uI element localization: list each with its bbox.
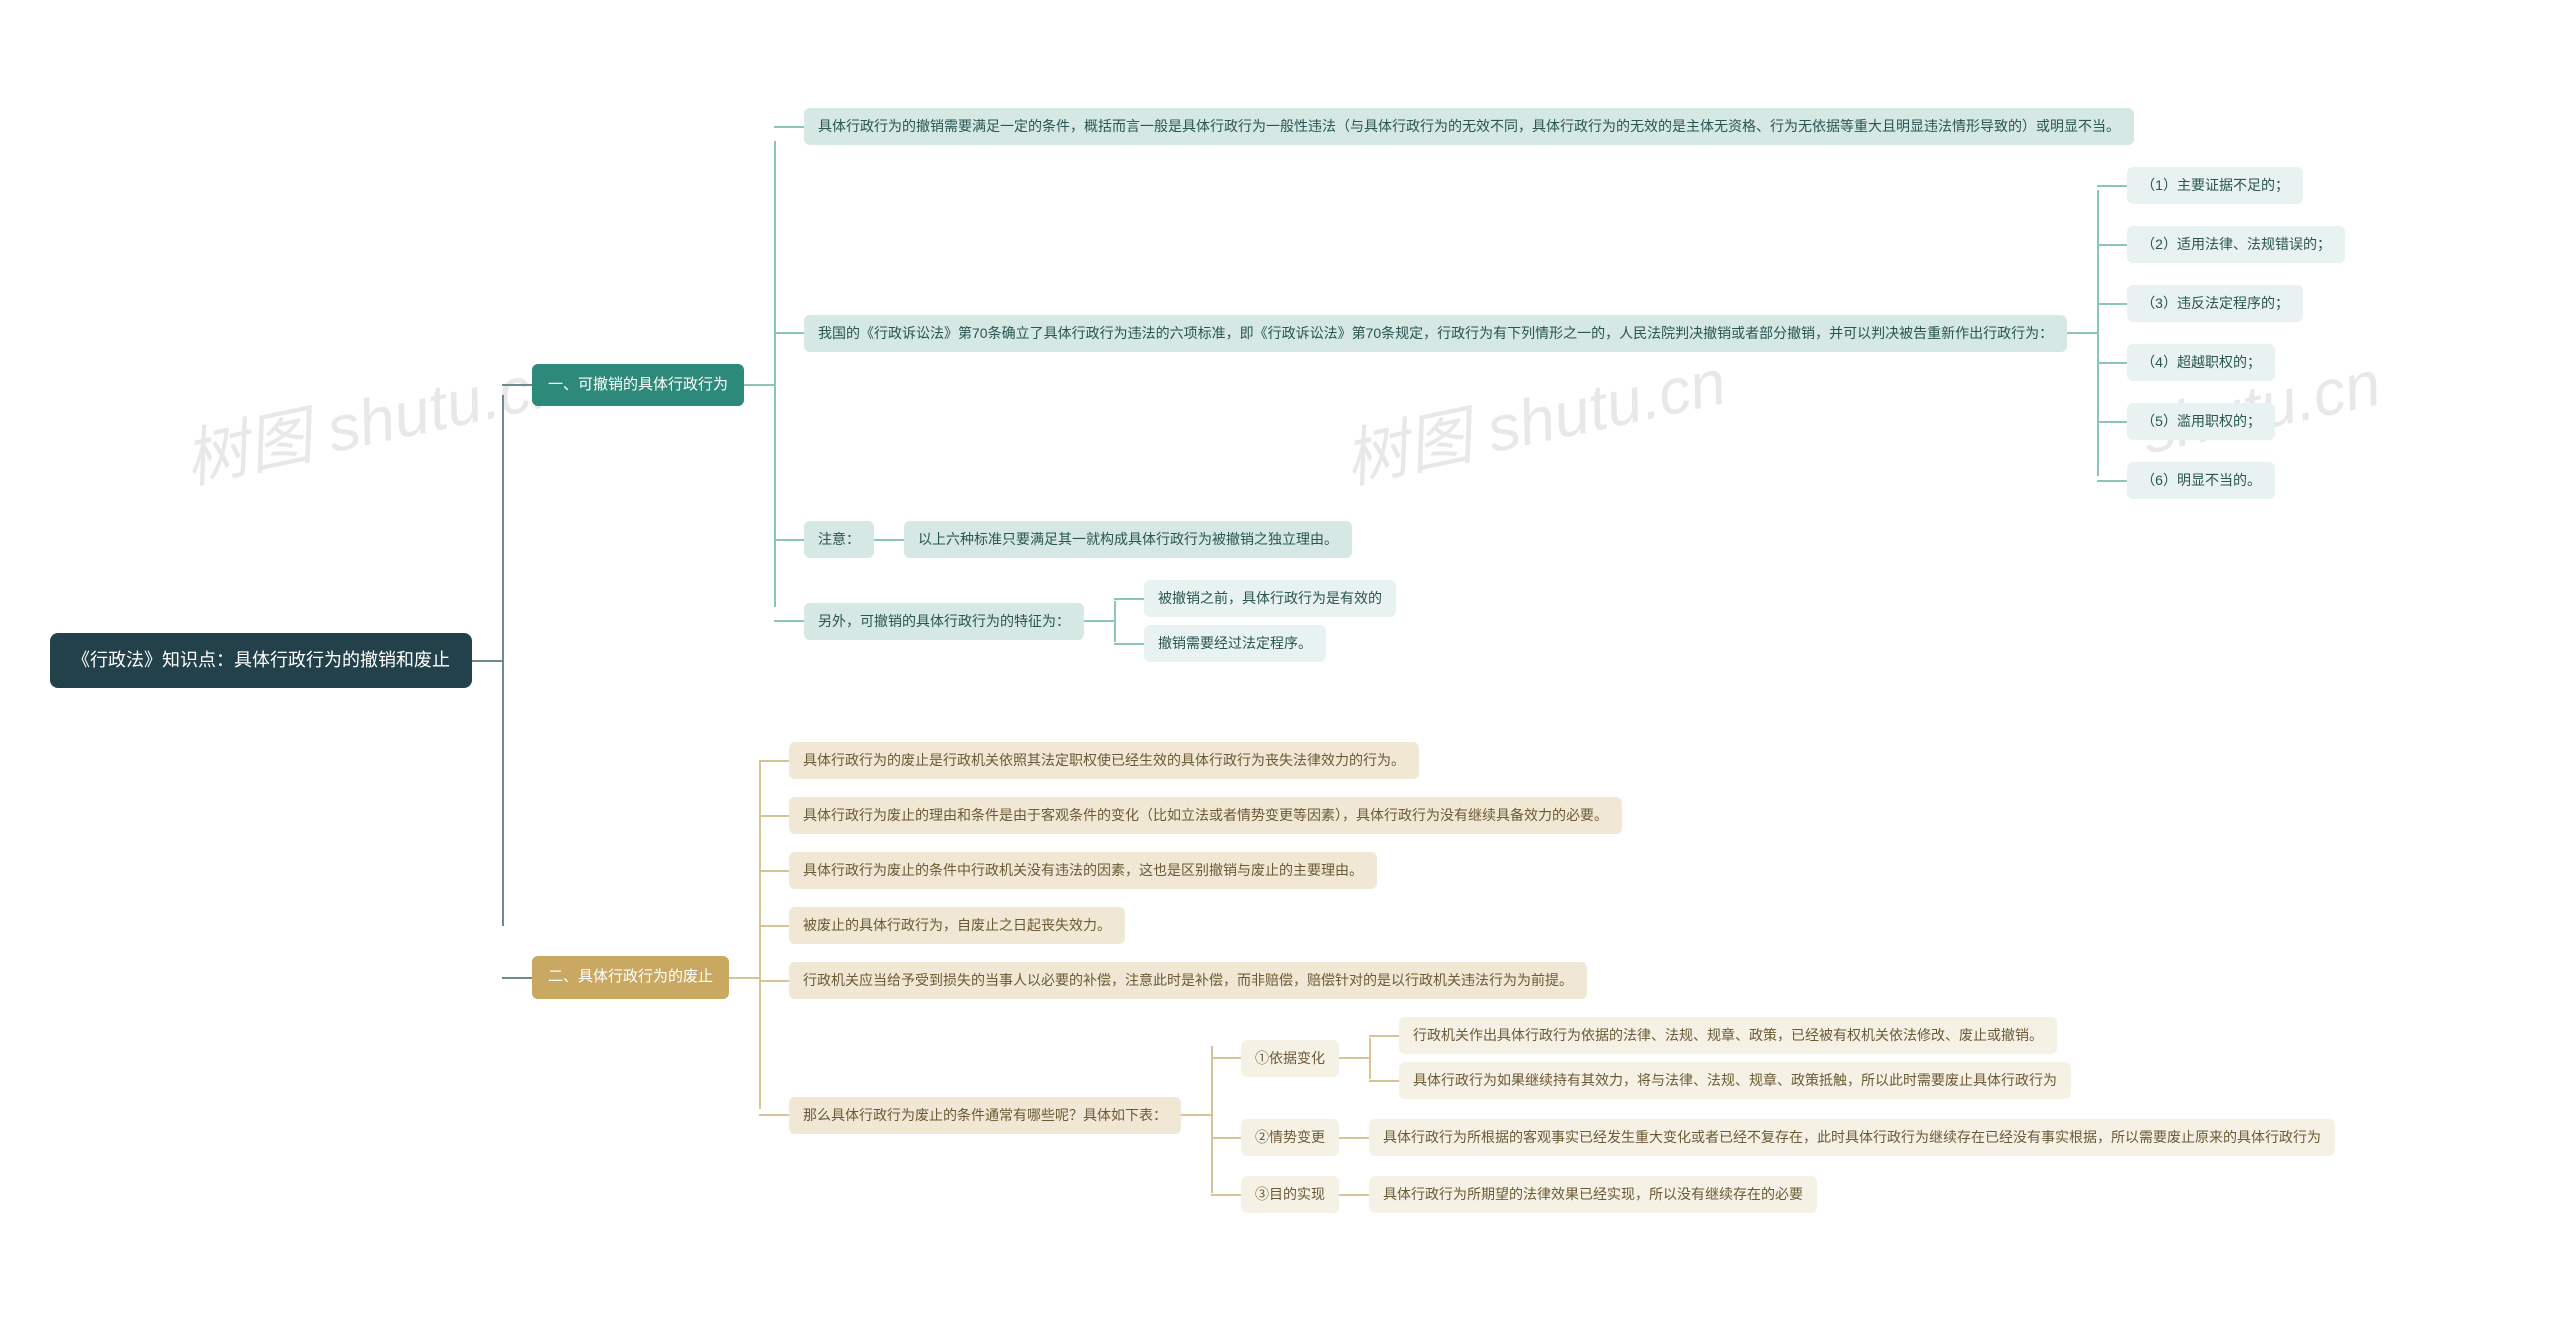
b2-6-c2: ②情势变更 具体行政行为所根据的客观事实已经发生重大变化或者已经不复存在，此时具… <box>1241 1119 2335 1156</box>
root-bracket: 一、可撤销的具体行政行为 具体行政行为的撤销需要满足一定的条件，概括而言一般是具… <box>502 108 2345 1213</box>
b1-item-2: 我国的《行政诉讼法》第70条确立了具体行政行为违法的六项标准，即《行政诉讼法》第… <box>804 167 2345 499</box>
connector <box>472 660 502 662</box>
b1-item-1: 具体行政行为的撤销需要满足一定的条件，概括而言一般是具体行政行为一般性违法（与具… <box>804 108 2345 145</box>
b2-item-2[interactable]: 具体行政行为废止的理由和条件是由于客观条件的变化（比如立法或者情势变更等因素），… <box>789 797 1622 834</box>
b2-6-c2-node[interactable]: ②情势变更 <box>1241 1119 1339 1156</box>
b1-2-c5[interactable]: （5）滥用职权的； <box>2127 403 2275 440</box>
b1-2-c4[interactable]: （4）超越职权的； <box>2127 344 2275 381</box>
b1-item-2-node[interactable]: 我国的《行政诉讼法》第70条确立了具体行政行为违法的六项标准，即《行政诉讼法》第… <box>804 315 2067 352</box>
b2-item-1[interactable]: 具体行政行为的废止是行政机关依照其法定职权使已经生效的具体行政行为丧失法律效力的… <box>789 742 1419 779</box>
b1-4-c1[interactable]: 被撤销之前，具体行政行为是有效的 <box>1144 580 1396 617</box>
b2-item-6-node[interactable]: 那么具体行政行为废止的条件通常有哪些呢？具体如下表： <box>789 1097 1181 1134</box>
b2-6-c2-a[interactable]: 具体行政行为所根据的客观事实已经发生重大变化或者已经不复存在，此时具体行政行为继… <box>1369 1119 2335 1156</box>
b1-2-c3[interactable]: （3）违反法定程序的； <box>2127 285 2303 322</box>
b1-2-c2[interactable]: （2）适用法律、法规错误的； <box>2127 226 2345 263</box>
b2-item-4[interactable]: 被废止的具体行政行为，自废止之日起丧失效力。 <box>789 907 1125 944</box>
b1-2-c1[interactable]: （1）主要证据不足的； <box>2127 167 2303 204</box>
b1-item-3: 注意： 以上六种标准只要满足其一就构成具体行政行为被撤销之独立理由。 <box>804 521 2345 558</box>
branch-2: 二、具体行政行为的废止 具体行政行为的废止是行政机关依照其法定职权使已经生效的具… <box>532 742 2345 1213</box>
b2-6-c3: ③目的实现 具体行政行为所期望的法律效果已经实现，所以没有继续存在的必要 <box>1241 1176 2335 1213</box>
b1-2-c6[interactable]: （6）明显不当的。 <box>2127 462 2275 499</box>
b2-6-c3-node[interactable]: ③目的实现 <box>1241 1176 1339 1213</box>
b1-item-1-node[interactable]: 具体行政行为的撤销需要满足一定的条件，概括而言一般是具体行政行为一般性违法（与具… <box>804 108 2134 145</box>
b1-item-4: 另外，可撤销的具体行政行为的特征为： 被撤销之前，具体行政行为是有效的 撤销需要… <box>804 580 2345 662</box>
branch-2-node[interactable]: 二、具体行政行为的废止 <box>532 956 729 999</box>
mindmap-container: 《行政法》知识点：具体行政行为的撤销和废止 一、可撤销的具体行政行为 具体行政行 <box>50 0 2510 1321</box>
branch-1-node[interactable]: 一、可撤销的具体行政行为 <box>532 364 744 407</box>
b2-6-c1-a[interactable]: 行政机关作出具体行政行为依据的法律、法规、规章、政策，已经被有权机关依法修改、废… <box>1399 1017 2057 1054</box>
b2-item-3[interactable]: 具体行政行为废止的条件中行政机关没有违法的因素，这也是区别撤销与废止的主要理由。 <box>789 852 1377 889</box>
b2-6-c1-b[interactable]: 具体行政行为如果继续持有其效力，将与法律、法规、规章、政策抵触，所以此时需要废止… <box>1399 1062 2071 1099</box>
b2-item-6: 那么具体行政行为废止的条件通常有哪些呢？具体如下表： ①依据变化 <box>789 1017 2335 1213</box>
root-node[interactable]: 《行政法》知识点：具体行政行为的撤销和废止 <box>50 633 472 688</box>
b2-6-c3-a[interactable]: 具体行政行为所期望的法律效果已经实现，所以没有继续存在的必要 <box>1369 1176 1817 1213</box>
b2-item-5[interactable]: 行政机关应当给予受到损失的当事人以必要的补偿，注意此时是补偿，而非赔偿，赔偿针对… <box>789 962 1587 999</box>
b1-item-3-node[interactable]: 注意： <box>804 521 874 558</box>
b2-6-c1: ①依据变化 行政机关作出具体行政行为依据的法律、法规、规章、政策，已经被有权机关… <box>1241 1017 2335 1099</box>
branch-1: 一、可撤销的具体行政行为 具体行政行为的撤销需要满足一定的条件，概括而言一般是具… <box>532 108 2345 662</box>
b1-3-c1[interactable]: 以上六种标准只要满足其一就构成具体行政行为被撤销之独立理由。 <box>904 521 1352 558</box>
b2-6-c1-node[interactable]: ①依据变化 <box>1241 1040 1339 1077</box>
b1-item-4-node[interactable]: 另外，可撤销的具体行政行为的特征为： <box>804 603 1084 640</box>
b1-4-c2[interactable]: 撤销需要经过法定程序。 <box>1144 625 1326 662</box>
